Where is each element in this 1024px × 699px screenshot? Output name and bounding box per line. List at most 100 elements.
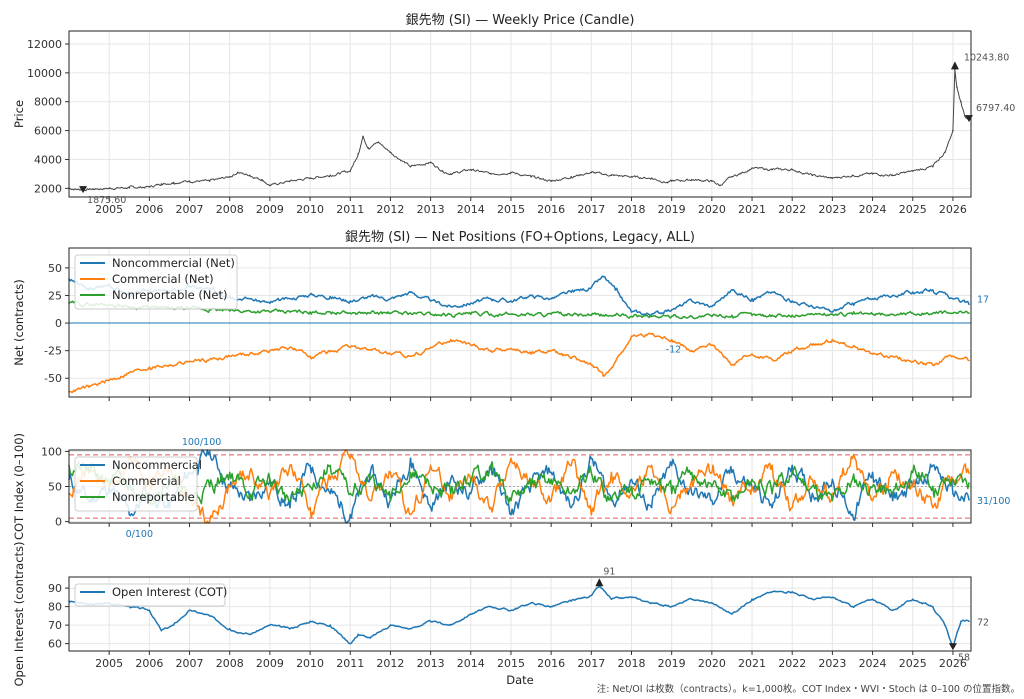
- data-point-2-2-20: [469, 478, 472, 481]
- data-point-1-2-24: [550, 313, 552, 316]
- data-point-2-2-28: [630, 485, 633, 488]
- data-point-2-2-14: [349, 492, 352, 495]
- oi-max-label: 91: [603, 566, 615, 577]
- data-point-1-2-21: [490, 313, 492, 316]
- data-point-0-0-49: [831, 177, 834, 180]
- data-point-1-2-20: [469, 313, 472, 316]
- data-point-2-2-35: [771, 492, 773, 495]
- data-point-3-0-28: [590, 594, 593, 597]
- xtick-label-0-3: 2008: [216, 203, 244, 216]
- data-point-1-1-15: [369, 348, 372, 351]
- data-point-0-0-51: [871, 173, 874, 175]
- xtick-label-3-11: 2016: [537, 657, 565, 670]
- data-point-1-0-11: [289, 297, 291, 300]
- data-point-2-0-44: [952, 492, 954, 495]
- data-point-2-2-17: [409, 471, 412, 474]
- data-point-2-2-24: [550, 478, 552, 481]
- data-point-0-0-19: [357, 152, 360, 155]
- data-point-1-0-18: [429, 300, 432, 302]
- data-point-1-0-23: [530, 294, 532, 297]
- ytick-label-0-3: 8000: [34, 96, 62, 109]
- data-point-1-1-13: [329, 350, 331, 353]
- xtick-label-3-2: 2007: [176, 657, 204, 670]
- data-point-1-2-17: [409, 312, 412, 314]
- data-point-2-1-37: [811, 478, 814, 481]
- data-point-1-2-9: [249, 310, 251, 312]
- data-point-2-0-3: [128, 513, 131, 516]
- xtick-label-0-12: 2017: [577, 203, 605, 216]
- data-point-1-0-45: [952, 297, 954, 300]
- data-point-0-0-20: [362, 135, 364, 138]
- xtick-label-0-21: 2026: [939, 203, 967, 216]
- data-point-1-0-35: [751, 297, 753, 300]
- data-point-1-2-46: [968, 312, 970, 314]
- data-point-2-1-17: [409, 513, 412, 516]
- data-point-3-0-37: [751, 598, 753, 600]
- data-point-0-0-17: [329, 174, 331, 177]
- data-point-2-1-42: [911, 485, 914, 488]
- data-point-3-0-4: [148, 609, 151, 612]
- data-point-1-2-36: [771, 314, 773, 317]
- data-point-0-0-29: [490, 173, 492, 175]
- data-point-3-0-20: [429, 620, 432, 623]
- data-point-2-0-15: [369, 471, 372, 474]
- panel-title-1: 銀先物 (SI) — Net Positions (FO+Options, Le…: [345, 230, 695, 245]
- data-point-1-1-30: [650, 333, 653, 335]
- panel-frame-3: [68, 576, 972, 652]
- data-point-1-2-32: [690, 315, 693, 318]
- data-point-0-0-22: [377, 141, 380, 143]
- data-point-1-2-10: [269, 311, 271, 313]
- data-point-0-0-54: [932, 165, 934, 168]
- panel-title-0: 銀先物 (SI) — Weekly Price (Candle): [406, 13, 635, 28]
- data-point-1-1-27: [602, 375, 605, 377]
- xtick-label-3-8: 2013: [417, 657, 445, 670]
- xtick-label-3-20: 2025: [899, 657, 927, 670]
- data-point-0-0-59: [960, 100, 962, 103]
- xtick-label-3-1: 2006: [135, 657, 163, 670]
- data-point-2-2-44: [952, 478, 954, 481]
- data-point-2-2-10: [269, 478, 271, 481]
- last-label-cot: 31/100: [977, 496, 1010, 507]
- oi-min-marker: [948, 643, 957, 651]
- data-point-3-0-12: [289, 628, 291, 630]
- data-point-2-1-39: [851, 457, 854, 460]
- data-point-2-2-37: [811, 485, 814, 488]
- xtick-label-3-0: 2005: [95, 657, 123, 670]
- xtick-label-3-15: 2020: [698, 657, 726, 670]
- data-point-2-1-34: [751, 485, 753, 488]
- data-point-1-0-27: [602, 275, 605, 278]
- data-point-1-2-19: [449, 313, 452, 316]
- data-point-1-2-26: [590, 314, 593, 317]
- data-point-1-1-1: [88, 386, 90, 388]
- data-point-2-2-11: [289, 499, 291, 502]
- data-point-2-1-10: [269, 492, 271, 495]
- data-point-1-2-39: [831, 313, 834, 316]
- data-point-1-0-25: [570, 291, 573, 293]
- x-axis-label: Date: [506, 673, 534, 687]
- data-point-2-2-38: [831, 499, 834, 502]
- xtick-label-0-17: 2022: [778, 203, 806, 216]
- data-point-0-0-16: [309, 177, 311, 180]
- data-point-1-0-17: [409, 291, 412, 293]
- data-point-2-2-34: [751, 478, 753, 481]
- data-point-1-2-44: [932, 312, 934, 314]
- series-line-0-0: [69, 68, 970, 192]
- data-point-3-0-30: [610, 598, 613, 600]
- ytick-label-3-1: 70: [48, 619, 62, 632]
- series-line-2-1: [68, 449, 970, 524]
- data-point-3-0-14: [329, 624, 331, 626]
- data-point-1-1-36: [771, 358, 773, 361]
- min-marker: [79, 186, 88, 194]
- data-point-3-0-5: [160, 629, 163, 632]
- data-point-1-1-24: [550, 349, 552, 352]
- xtick-label-0-7: 2012: [376, 203, 404, 216]
- data-point-3-0-23: [490, 605, 492, 608]
- legend-label-2-1: Commercial: [112, 474, 181, 488]
- data-point-3-0-33: [670, 605, 673, 608]
- data-point-0-0-5: [148, 186, 151, 188]
- data-point-2-2-33: [731, 499, 733, 502]
- data-point-2-1-14: [349, 457, 352, 460]
- data-point-0-0-3: [108, 187, 110, 190]
- data-point-2-0-30: [670, 464, 673, 467]
- data-point-1-1-28: [614, 360, 617, 363]
